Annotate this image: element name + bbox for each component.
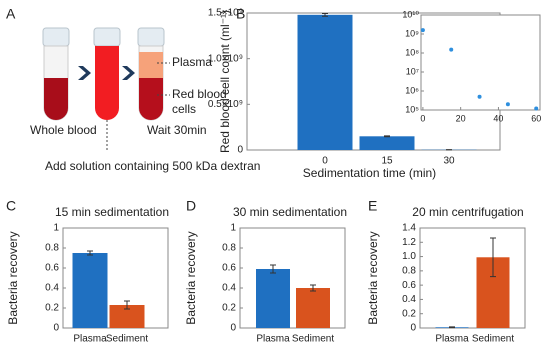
error-bar bbox=[449, 326, 455, 329]
x-tick-label: 15 bbox=[381, 156, 393, 167]
x-tick-label: Sediment bbox=[292, 334, 334, 345]
x-tick-label: 30 bbox=[443, 156, 455, 167]
chart-title: 30 min sedimentation bbox=[233, 205, 347, 219]
error-bar bbox=[87, 250, 93, 256]
point bbox=[477, 94, 482, 99]
y-tick-label: 0 bbox=[230, 323, 236, 334]
y-tick-label: 0.6 bbox=[402, 280, 416, 291]
bar bbox=[256, 269, 290, 328]
x-tick-label: 0 bbox=[420, 113, 425, 123]
x-axis-label: Sedimentation time (min) bbox=[303, 166, 436, 180]
blood bbox=[44, 78, 68, 120]
error-bar bbox=[322, 12, 328, 17]
y-tick-label: 0.4 bbox=[45, 283, 59, 294]
point bbox=[534, 106, 539, 111]
bar bbox=[297, 14, 353, 151]
x-tick-label: Plasma bbox=[435, 334, 469, 345]
y-tick-label: 1 bbox=[230, 223, 236, 234]
x-tick-label: Sediment bbox=[106, 334, 148, 345]
y-axis-label: Red blood cell count (ml⁻¹) bbox=[218, 10, 232, 153]
y-tick-label: 0.8 bbox=[402, 265, 416, 276]
point bbox=[420, 28, 425, 33]
y-tick-label: 1.2 bbox=[402, 237, 416, 248]
panel-label: A bbox=[6, 6, 16, 22]
tube bbox=[95, 46, 119, 120]
error-bar bbox=[310, 284, 316, 292]
rbc-label: Red blood bbox=[172, 87, 227, 101]
bar bbox=[359, 136, 415, 150]
arrow bbox=[78, 66, 91, 80]
y-axis-label: Bacteria recovery bbox=[6, 231, 20, 324]
y-tick-label: 0.6 bbox=[222, 263, 236, 274]
x-tick-label: 40 bbox=[493, 113, 503, 123]
tube-cap bbox=[93, 27, 121, 47]
y-tick-label: 0.8 bbox=[45, 243, 59, 254]
bar bbox=[296, 288, 330, 328]
panel-label: D bbox=[186, 198, 196, 214]
point bbox=[505, 102, 510, 107]
chart-title: 20 min centrifugation bbox=[412, 205, 523, 219]
panel-label: E bbox=[368, 198, 377, 214]
x-tick-label: Plasma bbox=[73, 334, 107, 345]
tube-cap bbox=[42, 27, 70, 47]
rbc-layer bbox=[139, 78, 163, 120]
bar bbox=[72, 253, 108, 328]
y-tick-label: 0.6 bbox=[45, 263, 59, 274]
y-tick-label: 1.5×10⁹ bbox=[208, 8, 243, 19]
note: Add solution containing 500 kDa dextran bbox=[45, 159, 260, 173]
y-tick-label: 0 bbox=[237, 145, 243, 156]
x-tick-label: 0 bbox=[322, 156, 328, 167]
x-tick-label: Sediment bbox=[472, 334, 514, 345]
y-tick-label: 10⁹ bbox=[405, 28, 419, 38]
plasma-layer bbox=[139, 52, 163, 78]
error-bar bbox=[490, 237, 496, 278]
y-tick-label: 0.5×10⁹ bbox=[208, 99, 243, 110]
y-tick-label: 10⁵ bbox=[405, 104, 419, 114]
x-tick-label: Plasma bbox=[256, 334, 290, 345]
panel-a: A Plasma Red blood cells Whole blood Wai… bbox=[6, 6, 260, 173]
step-label: Wait 30min bbox=[147, 123, 207, 137]
tube-cap bbox=[137, 27, 165, 47]
y-tick-label: 1.4 bbox=[402, 223, 416, 234]
y-tick-label: 0.2 bbox=[45, 303, 59, 314]
error-bar bbox=[124, 300, 130, 310]
y-tick-label: 1 bbox=[53, 223, 59, 234]
y-tick-label: 0 bbox=[410, 323, 416, 334]
x-tick-label: 20 bbox=[456, 113, 466, 123]
error-bar bbox=[270, 264, 276, 274]
point bbox=[449, 47, 454, 52]
panel-label: B bbox=[236, 6, 245, 22]
inset-axes bbox=[420, 14, 541, 111]
y-tick-label: 0.2 bbox=[222, 303, 236, 314]
y-tick-label: 0.8 bbox=[222, 243, 236, 254]
x-tick-label: 60 bbox=[531, 113, 541, 123]
y-tick-label: 10⁶ bbox=[405, 85, 419, 95]
y-tick-label: 0.4 bbox=[402, 294, 416, 305]
y-tick-label: 0 bbox=[53, 323, 59, 334]
arrow bbox=[122, 66, 135, 80]
y-tick-label: 0.4 bbox=[222, 283, 236, 294]
y-tick-label: 10⁷ bbox=[406, 66, 419, 76]
rbc-label: cells bbox=[172, 102, 196, 116]
y-tick-label: 10⁸ bbox=[405, 47, 419, 57]
plasma-label: Plasma bbox=[172, 55, 212, 69]
error-bar bbox=[384, 135, 390, 138]
y-axis-label: Bacteria recovery bbox=[184, 231, 198, 324]
y-tick-label: 1.0 bbox=[402, 251, 416, 262]
step-label: Whole blood bbox=[30, 123, 97, 137]
y-tick-label: 0.2 bbox=[402, 308, 416, 319]
y-axis-label: Bacteria recovery bbox=[366, 231, 380, 324]
y-tick-label: 1.0×10⁹ bbox=[208, 53, 243, 64]
bar bbox=[109, 305, 145, 328]
chart-title: 15 min sedimentation bbox=[55, 205, 169, 219]
y-tick-label: 10¹⁰ bbox=[402, 9, 419, 19]
panel-label: C bbox=[6, 198, 16, 214]
